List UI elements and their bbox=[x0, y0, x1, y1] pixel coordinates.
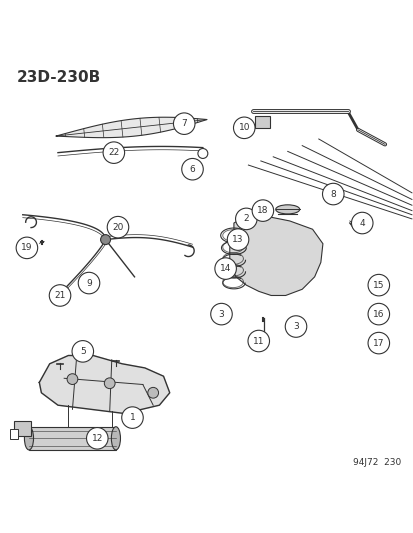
Circle shape bbox=[16, 237, 38, 259]
Circle shape bbox=[107, 216, 128, 238]
FancyBboxPatch shape bbox=[10, 429, 18, 439]
Circle shape bbox=[67, 374, 78, 384]
Circle shape bbox=[121, 407, 143, 429]
Text: 16: 16 bbox=[372, 310, 384, 319]
Ellipse shape bbox=[371, 317, 382, 320]
Circle shape bbox=[53, 290, 63, 301]
Text: 2: 2 bbox=[243, 214, 249, 223]
Polygon shape bbox=[229, 215, 322, 295]
Polygon shape bbox=[56, 117, 206, 138]
Ellipse shape bbox=[275, 205, 299, 214]
Circle shape bbox=[181, 158, 203, 180]
Text: 12: 12 bbox=[91, 434, 103, 443]
Text: 15: 15 bbox=[372, 281, 384, 289]
Circle shape bbox=[235, 208, 256, 230]
Text: 4: 4 bbox=[358, 219, 364, 228]
Circle shape bbox=[322, 183, 343, 205]
Text: 3: 3 bbox=[218, 310, 224, 319]
Ellipse shape bbox=[371, 334, 382, 340]
FancyBboxPatch shape bbox=[14, 421, 31, 436]
Text: 10: 10 bbox=[238, 123, 249, 132]
Polygon shape bbox=[39, 356, 169, 414]
Text: 5: 5 bbox=[80, 347, 85, 356]
Text: 19: 19 bbox=[21, 244, 33, 252]
Text: 23D-230B: 23D-230B bbox=[17, 70, 101, 85]
Circle shape bbox=[49, 285, 71, 306]
FancyBboxPatch shape bbox=[254, 116, 270, 128]
Circle shape bbox=[86, 427, 108, 449]
Text: 20: 20 bbox=[112, 223, 123, 232]
Circle shape bbox=[173, 113, 195, 134]
Text: 6: 6 bbox=[189, 165, 195, 174]
Text: 3: 3 bbox=[292, 322, 298, 331]
Text: 22: 22 bbox=[108, 148, 119, 157]
Text: 18: 18 bbox=[256, 206, 268, 215]
Circle shape bbox=[78, 272, 100, 294]
Ellipse shape bbox=[371, 309, 382, 311]
Text: 14: 14 bbox=[219, 264, 231, 273]
Text: 8: 8 bbox=[330, 190, 335, 199]
Circle shape bbox=[233, 117, 254, 139]
Circle shape bbox=[210, 303, 232, 325]
Circle shape bbox=[351, 212, 372, 234]
Circle shape bbox=[214, 258, 236, 279]
Text: 7: 7 bbox=[181, 119, 187, 128]
Circle shape bbox=[147, 387, 158, 398]
Circle shape bbox=[247, 330, 269, 352]
Text: 9: 9 bbox=[86, 279, 92, 288]
Text: 94J72  230: 94J72 230 bbox=[352, 458, 401, 467]
Text: 21: 21 bbox=[54, 291, 66, 300]
Circle shape bbox=[227, 229, 248, 251]
Circle shape bbox=[103, 142, 124, 164]
Circle shape bbox=[285, 316, 306, 337]
FancyBboxPatch shape bbox=[29, 427, 116, 450]
Ellipse shape bbox=[371, 313, 382, 316]
Text: 13: 13 bbox=[232, 235, 243, 244]
Circle shape bbox=[72, 341, 93, 362]
Circle shape bbox=[367, 303, 389, 325]
Circle shape bbox=[100, 235, 110, 245]
Circle shape bbox=[252, 200, 273, 221]
Circle shape bbox=[367, 333, 389, 354]
Ellipse shape bbox=[24, 427, 33, 450]
Text: 17: 17 bbox=[372, 338, 384, 348]
Circle shape bbox=[104, 378, 115, 389]
Ellipse shape bbox=[111, 427, 120, 450]
Ellipse shape bbox=[373, 278, 381, 284]
Circle shape bbox=[367, 274, 389, 296]
Circle shape bbox=[197, 149, 207, 158]
Text: 11: 11 bbox=[252, 336, 264, 345]
Text: 1: 1 bbox=[129, 413, 135, 422]
